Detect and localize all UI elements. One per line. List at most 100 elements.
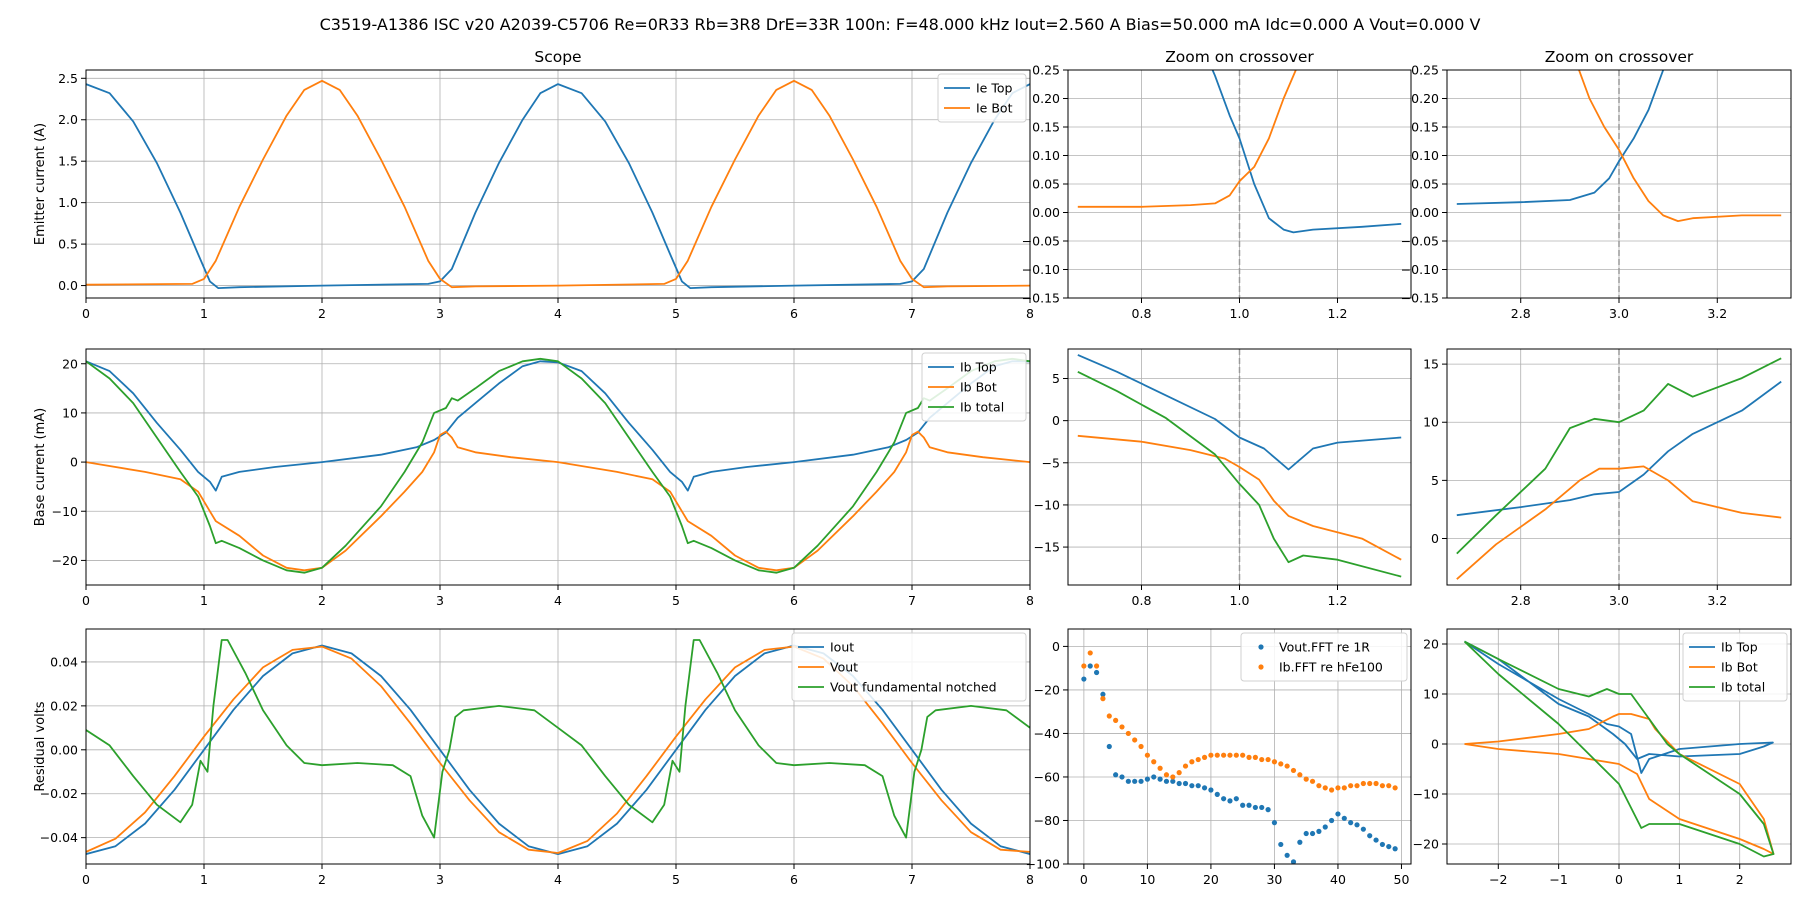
x-tick-label: 2.8 bbox=[1511, 306, 1531, 321]
y-tick-label: −10 bbox=[1413, 787, 1439, 802]
y-tick-label: −15 bbox=[1034, 540, 1060, 555]
y-axis-label: Residual volts bbox=[33, 701, 48, 791]
series-line bbox=[1077, 370, 1402, 578]
series-line bbox=[1456, 465, 1782, 580]
data-area bbox=[1456, 357, 1782, 580]
scatter-point bbox=[1290, 859, 1297, 864]
x-tick-label: 3 bbox=[436, 872, 444, 887]
x-tick-label: 0.8 bbox=[1132, 593, 1152, 608]
axes-frame bbox=[1067, 348, 1412, 586]
x-tick-label: 2.8 bbox=[1511, 593, 1531, 608]
y-tick-label: 20 bbox=[62, 356, 78, 371]
data-area bbox=[1077, 354, 1402, 578]
x-tick-label: 2 bbox=[318, 306, 326, 321]
y-tick-label: 0.04 bbox=[50, 654, 78, 669]
scatter-point bbox=[1252, 804, 1258, 811]
scatter-point bbox=[1373, 837, 1379, 843]
axes-frame bbox=[1446, 69, 1792, 299]
y-tick-label: 2.5 bbox=[58, 71, 78, 86]
chart-zoom_emitter_3: 2.8 3.0 3.2 −0.15 −0.10 −0.05 0.00 0.05 0.10 0.15… bbox=[1401, 48, 1792, 321]
scatter-point bbox=[1182, 780, 1189, 787]
scatter-point bbox=[1316, 783, 1322, 789]
scatter-point bbox=[1081, 663, 1087, 669]
x-tick-label: 1.0 bbox=[1230, 593, 1250, 608]
y-tick-label: 10 bbox=[1423, 415, 1439, 430]
x-tick-label: 3 bbox=[436, 306, 444, 321]
y-tick-label: 0.25 bbox=[1032, 63, 1060, 78]
y-tick-label: −10 bbox=[1034, 497, 1060, 512]
y-tick-label: 0.20 bbox=[1032, 91, 1060, 106]
y-tick-label: −0.05 bbox=[1022, 234, 1060, 249]
scatter-point bbox=[1163, 772, 1170, 778]
scatter-point bbox=[1189, 759, 1195, 765]
scatter-point bbox=[1227, 752, 1233, 758]
scatter-point bbox=[1252, 754, 1258, 760]
y-tick-label: −20 bbox=[52, 553, 78, 568]
series-line bbox=[86, 83, 1030, 289]
scatter-point bbox=[1106, 713, 1112, 719]
y-tick-label: −0.04 bbox=[40, 830, 78, 845]
scatter-point bbox=[1354, 822, 1360, 828]
x-tick-label: 0.8 bbox=[1132, 306, 1152, 321]
x-tick-label: 1 bbox=[1675, 872, 1683, 887]
scatter-point bbox=[1360, 780, 1366, 787]
data-area bbox=[1077, 70, 1402, 234]
data-area bbox=[86, 357, 1030, 574]
scatter-point bbox=[1290, 767, 1297, 774]
scatter-point bbox=[1201, 785, 1208, 791]
y-tick-label: 0 bbox=[1052, 639, 1060, 654]
chart-zoom_base_1: 0.8 1.0 1.2 −15 −10 −5 0 5 bbox=[1034, 348, 1412, 608]
scatter-point bbox=[1354, 783, 1360, 789]
legend-box bbox=[921, 352, 1027, 422]
data-area bbox=[1463, 640, 1775, 858]
scatter-point bbox=[1119, 724, 1125, 730]
axes-frame bbox=[85, 348, 1031, 586]
subplot-title: Zoom on crossover bbox=[1165, 48, 1314, 66]
scatter-point bbox=[1163, 778, 1170, 784]
y-tick-label: 0.5 bbox=[58, 237, 78, 252]
scatter-point bbox=[1271, 820, 1278, 826]
scatter-point bbox=[1303, 776, 1309, 782]
data-area bbox=[1081, 650, 1398, 864]
x-tick-label: 5 bbox=[672, 872, 680, 887]
y-tick-label: 20 bbox=[1423, 637, 1439, 652]
scatter-point bbox=[1100, 691, 1106, 697]
legend-label: Ie Bot bbox=[976, 101, 1013, 116]
x-tick-label: 2 bbox=[318, 593, 326, 608]
y-tick-label: 0 bbox=[70, 455, 78, 470]
series-line bbox=[1578, 70, 1782, 222]
y-tick-label: 0.00 bbox=[1411, 205, 1439, 220]
y-tick-label: −20 bbox=[1034, 682, 1060, 697]
y-tick-label: 10 bbox=[1423, 687, 1439, 702]
scatter-point bbox=[1214, 791, 1220, 797]
scatter-point bbox=[1309, 778, 1316, 784]
x-tick-label: 3 bbox=[436, 593, 444, 608]
series-line bbox=[86, 79, 1030, 289]
scatter-point bbox=[1195, 783, 1201, 789]
x-tick-label: 30 bbox=[1266, 872, 1282, 887]
y-tick-label: 0.05 bbox=[1411, 177, 1439, 192]
scatter-point bbox=[1297, 839, 1303, 845]
x-tick-label: 4 bbox=[554, 593, 562, 608]
scatter-point bbox=[1322, 824, 1328, 830]
scatter-point bbox=[1373, 780, 1379, 787]
scatter-point bbox=[1170, 774, 1176, 780]
scatter-point bbox=[1081, 676, 1087, 682]
figure-title: C3519-A1386 ISC v20 A2039-C5706 Re=0R33 … bbox=[319, 15, 1481, 34]
x-tick-label: 0 bbox=[1615, 872, 1623, 887]
y-tick-label: 0 bbox=[1431, 737, 1439, 752]
x-tick-label: 8 bbox=[1026, 872, 1034, 887]
x-tick-label: 3.2 bbox=[1707, 593, 1727, 608]
y-tick-label: 1.0 bbox=[58, 195, 78, 210]
y-tick-label: −5 bbox=[1042, 455, 1060, 470]
series-line bbox=[1211, 70, 1402, 234]
scatter-point bbox=[1348, 783, 1354, 789]
scatter-point bbox=[1138, 778, 1144, 784]
series-line bbox=[1463, 640, 1775, 858]
scatter-point bbox=[1132, 737, 1138, 743]
series-line bbox=[1464, 640, 1774, 774]
scatter-point bbox=[1386, 843, 1392, 850]
scatter-point bbox=[1157, 776, 1163, 782]
